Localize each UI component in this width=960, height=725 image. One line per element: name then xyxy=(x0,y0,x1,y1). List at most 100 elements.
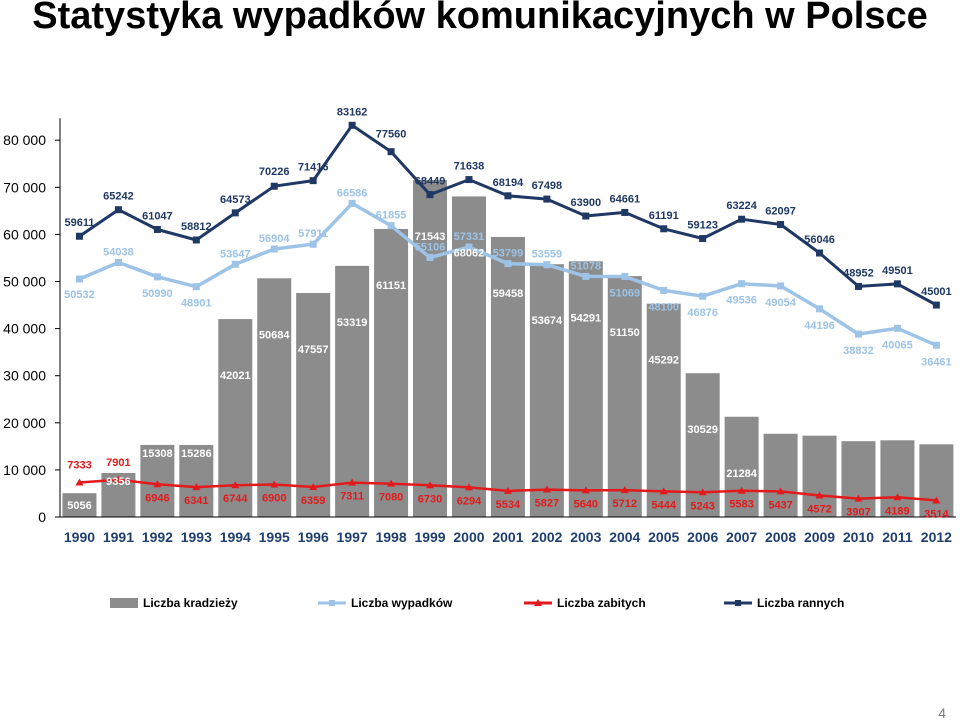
accidents-point xyxy=(75,275,83,283)
axes: 0 10 000 20 000 30 000 40 000 50 000 60 000 70 … xyxy=(3,118,956,545)
accidents-point xyxy=(309,240,317,248)
theft-label: 71543 xyxy=(415,231,446,243)
accidents-label: 51078 xyxy=(571,260,602,272)
bar-1999 xyxy=(413,180,448,517)
injured-point xyxy=(348,121,356,129)
killed-point xyxy=(153,480,162,488)
accidents-label: 48901 xyxy=(181,298,212,310)
injured-point xyxy=(309,177,317,185)
x-tick-label-2003: 2003 xyxy=(570,529,601,545)
legend-label: Liczba kradzieży xyxy=(143,596,238,610)
accidents-point xyxy=(231,260,239,268)
accidents-point xyxy=(465,243,473,251)
killed-point xyxy=(387,479,396,487)
theft-label: 45292 xyxy=(648,355,679,367)
injured-label: 58812 xyxy=(181,221,212,233)
legend-item-4: Liczba rannych xyxy=(724,596,844,610)
killed-point xyxy=(426,481,435,489)
theft-label: 9356 xyxy=(106,476,130,488)
injured-point xyxy=(75,232,83,240)
lines-group xyxy=(75,121,941,504)
injured-point xyxy=(777,221,785,229)
accidents-label: 55106 xyxy=(415,241,446,253)
injured-label: 71638 xyxy=(454,161,485,173)
injured-label: 83162 xyxy=(337,106,368,118)
theft-label: 47557 xyxy=(298,344,329,356)
killed-label: 6294 xyxy=(457,495,482,507)
bar-2005 xyxy=(646,303,681,517)
y-tick-label: 60 000 xyxy=(3,226,46,242)
injured-point xyxy=(504,192,512,200)
injured-point xyxy=(153,225,161,233)
bar-2008 xyxy=(763,433,798,517)
killed-label: 5640 xyxy=(574,498,598,510)
killed-label: 6946 xyxy=(145,492,169,504)
legend-marker xyxy=(534,599,542,606)
killed-point xyxy=(737,486,746,494)
accidents-label: 48100 xyxy=(648,301,679,313)
killed-point xyxy=(503,486,512,494)
accidents-label: 36461 xyxy=(921,356,952,368)
accidents-label: 49536 xyxy=(726,295,757,307)
killed-point xyxy=(75,478,84,486)
killed-point xyxy=(114,475,123,483)
injured-point xyxy=(231,209,239,217)
y-tick-label: 50 000 xyxy=(3,274,46,290)
y-tick-label: 70 000 xyxy=(3,179,46,195)
accidents-point xyxy=(426,253,434,261)
x-tick-label-2002: 2002 xyxy=(531,529,562,545)
page-number: 4 xyxy=(938,705,946,721)
injured-point xyxy=(738,215,746,223)
accidents-point xyxy=(504,260,512,268)
injured-point xyxy=(426,191,434,199)
accidents-point xyxy=(738,280,746,288)
injured-label: 71416 xyxy=(298,162,329,174)
killed-point xyxy=(542,485,551,493)
x-tick-label-2006: 2006 xyxy=(687,529,718,545)
injured-label: 65242 xyxy=(103,191,134,203)
accidents-label: 66586 xyxy=(337,187,368,199)
injured-label: 77560 xyxy=(376,129,407,141)
legend-marker xyxy=(735,600,741,606)
x-tick-label-1992: 1992 xyxy=(142,529,173,545)
injured-label: 68194 xyxy=(493,177,524,189)
accidents-label: 50990 xyxy=(142,288,173,300)
injured-label: 61191 xyxy=(649,210,679,222)
accidents-point xyxy=(699,292,707,300)
theft-label: 30529 xyxy=(687,424,718,436)
injured-label: 63224 xyxy=(726,200,757,212)
accidents-label: 50532 xyxy=(64,289,95,301)
killed-point xyxy=(659,487,668,495)
injured-label: 49501 xyxy=(882,265,913,277)
accidents-label: 51069 xyxy=(609,287,640,299)
injured-label: 59123 xyxy=(687,220,718,232)
legend-swatch xyxy=(110,598,138,608)
bar-2006 xyxy=(685,373,720,517)
x-tick-label-1995: 1995 xyxy=(259,529,290,545)
bar-2002 xyxy=(529,264,564,517)
accidents-point xyxy=(854,330,862,338)
injured-label: 62097 xyxy=(765,206,796,218)
theft-label: 17271 xyxy=(804,423,835,435)
theft-label: 21284 xyxy=(726,468,757,480)
x-tick-label-2005: 2005 xyxy=(648,529,679,545)
theft-label: 42021 xyxy=(220,370,251,382)
legend-marker xyxy=(329,600,335,606)
x-tick-label-2011: 2011 xyxy=(882,529,913,545)
accidents-label: 53559 xyxy=(532,249,563,261)
injured-point xyxy=(893,280,901,288)
injured-point xyxy=(192,236,200,244)
bar-2011 xyxy=(880,440,915,517)
killed-label: 4572 xyxy=(807,503,831,515)
killed-label: 5444 xyxy=(651,499,676,511)
killed-point xyxy=(231,481,240,489)
theft-label: 61151 xyxy=(376,280,406,292)
killed-point xyxy=(893,493,902,501)
x-tick-label-2000: 2000 xyxy=(453,529,484,545)
killed-label: 7080 xyxy=(379,492,403,504)
accidents-point xyxy=(777,282,785,290)
injured-label: 64573 xyxy=(220,194,251,206)
x-tick-label-1998: 1998 xyxy=(375,529,406,545)
killed-label: 5712 xyxy=(613,498,637,510)
accidents-label: 54038 xyxy=(103,246,134,258)
